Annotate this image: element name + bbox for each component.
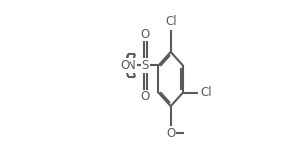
Text: N: N (127, 59, 136, 72)
Text: O: O (166, 127, 175, 140)
Text: S: S (142, 59, 149, 72)
Text: O: O (120, 59, 129, 72)
Text: Cl: Cl (200, 86, 212, 99)
Text: Cl: Cl (165, 15, 176, 28)
Text: O: O (141, 91, 150, 103)
Text: O: O (141, 28, 150, 40)
